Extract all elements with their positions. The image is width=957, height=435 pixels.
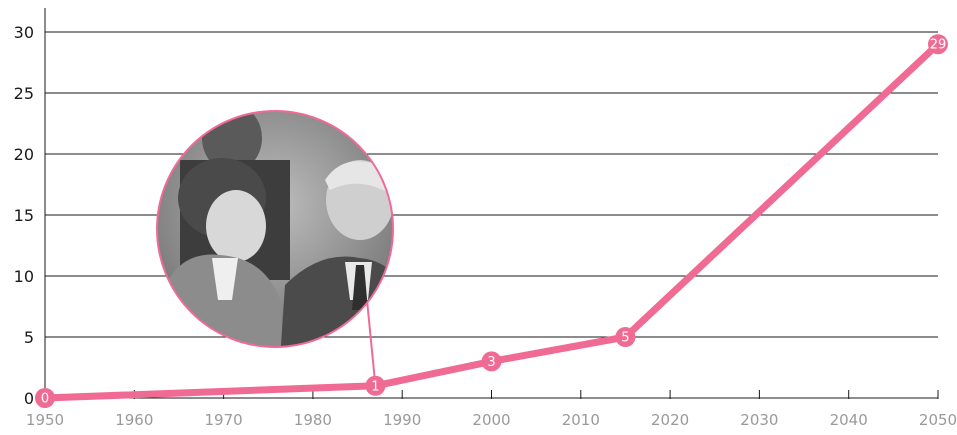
x-tick-label: 2030 (740, 411, 778, 429)
x-tick-label: 2010 (562, 411, 600, 429)
x-tick-label: 1980 (294, 411, 332, 429)
x-tick-label: 1960 (115, 411, 153, 429)
x-tick-label: 1970 (205, 411, 243, 429)
data-label: 29 (930, 38, 947, 53)
data-point-marker (928, 34, 948, 55)
photo-callout (156, 110, 394, 386)
data-point-marker (481, 351, 502, 372)
x-tick-label: 2020 (651, 411, 689, 429)
y-tick-label: 0 (24, 389, 34, 408)
y-axis: 0 5 10 15 20 25 30 (14, 8, 46, 408)
data-point: 3 (481, 351, 502, 372)
data-label: 1 (371, 379, 379, 394)
data-point-marker (35, 388, 55, 408)
data-point: 5 (615, 327, 636, 347)
x-tick-label: 2000 (472, 411, 510, 429)
data-point-marker (365, 375, 386, 396)
data-point-marker (615, 327, 636, 347)
x-tick-label: 1990 (383, 411, 421, 429)
callout-line (366, 299, 377, 386)
data-label: 0 (41, 392, 49, 407)
y-tick-label: 15 (14, 206, 34, 225)
y-tick-label: 20 (14, 145, 34, 164)
y-tick-label: 5 (24, 328, 34, 347)
data-label: 5 (621, 331, 629, 346)
x-tick-label: 2050 (919, 411, 957, 429)
x-axis: 1950 1960 1970 1980 1990 2000 2010 2020 2030 2040… (26, 390, 957, 429)
x-tick-label: 2040 (830, 411, 868, 429)
x-tick-label: 1950 (26, 411, 64, 429)
photo (157, 111, 393, 347)
y-tick-label: 10 (14, 267, 34, 286)
data-point: 1 (365, 375, 386, 396)
data-point: 0 (35, 388, 55, 408)
y-tick-label: 30 (14, 23, 34, 42)
data-point: 29 (928, 34, 948, 55)
y-tick-label: 25 (14, 84, 34, 103)
data-points: 0 1 3 5 29 (35, 34, 948, 408)
data-label: 3 (487, 355, 495, 370)
